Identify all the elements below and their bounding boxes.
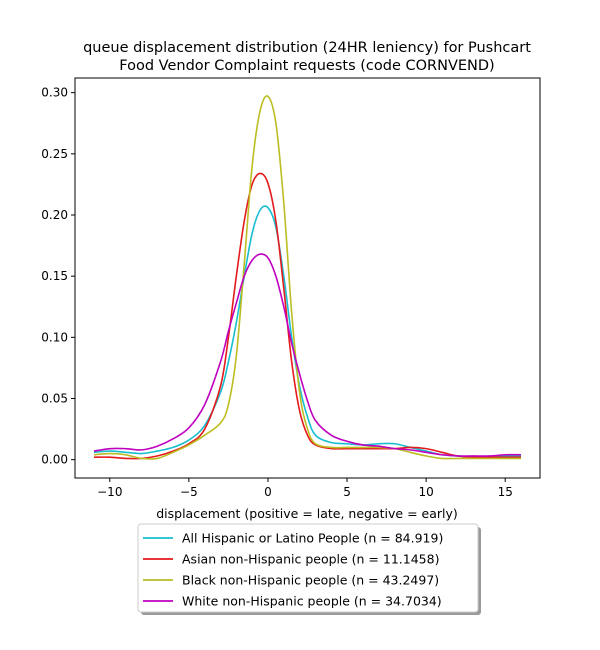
series-line-1 — [93, 205, 522, 459]
legend-label: White non-Hispanic people (n = 34.7034) — [182, 594, 442, 609]
y-tick-label: 0.15 — [41, 269, 68, 283]
x-tick-label: 10 — [418, 485, 433, 499]
x-tick-label: 0 — [264, 485, 272, 499]
series-line-3 — [93, 95, 522, 460]
legend: All Hispanic or Latino People (n = 84.91… — [137, 523, 481, 615]
x-tick-label: 15 — [498, 485, 513, 499]
legend-label: All Hispanic or Latino People (n = 84.91… — [182, 531, 443, 546]
y-tick-label: 0.20 — [41, 208, 68, 222]
plot-area — [74, 77, 541, 479]
plot-frame — [74, 77, 541, 479]
x-tick-label: −10 — [97, 485, 122, 499]
y-tick-label: 0.30 — [41, 86, 68, 100]
x-tick-label: 5 — [343, 485, 351, 499]
x-axis-label: displacement (positive = late, negative … — [156, 506, 458, 521]
y-tick-label: 0.00 — [41, 453, 68, 467]
legend-label: Black non-Hispanic people (n = 43.2497) — [182, 573, 439, 588]
series-line-4 — [93, 253, 522, 457]
y-tick-label: 0.25 — [41, 147, 68, 161]
y-tick-label: 0.05 — [41, 391, 68, 405]
x-axis: −10 −5 0 5 10 15 — [97, 478, 513, 499]
series-layer — [93, 95, 522, 460]
x-tick-label: −5 — [180, 485, 198, 499]
legend-label: Asian non-Hispanic people (n = 11.1458) — [182, 552, 439, 567]
y-axis: 0.00 0.05 0.10 0.15 0.20 0.25 0.30 — [41, 86, 75, 467]
y-tick-label: 0.10 — [41, 330, 68, 344]
legend-box — [137, 523, 479, 613]
chart-title-line-2: Food Vendor Complaint requests (code COR… — [119, 58, 494, 74]
chart-title-line-1: queue displacement distribution (24HR le… — [83, 40, 531, 56]
